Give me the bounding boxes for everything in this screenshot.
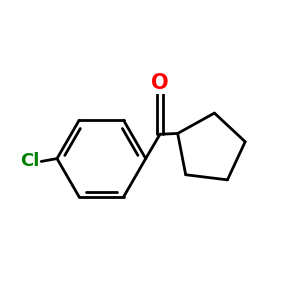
Text: Cl: Cl [20,152,40,170]
Text: O: O [151,73,169,93]
